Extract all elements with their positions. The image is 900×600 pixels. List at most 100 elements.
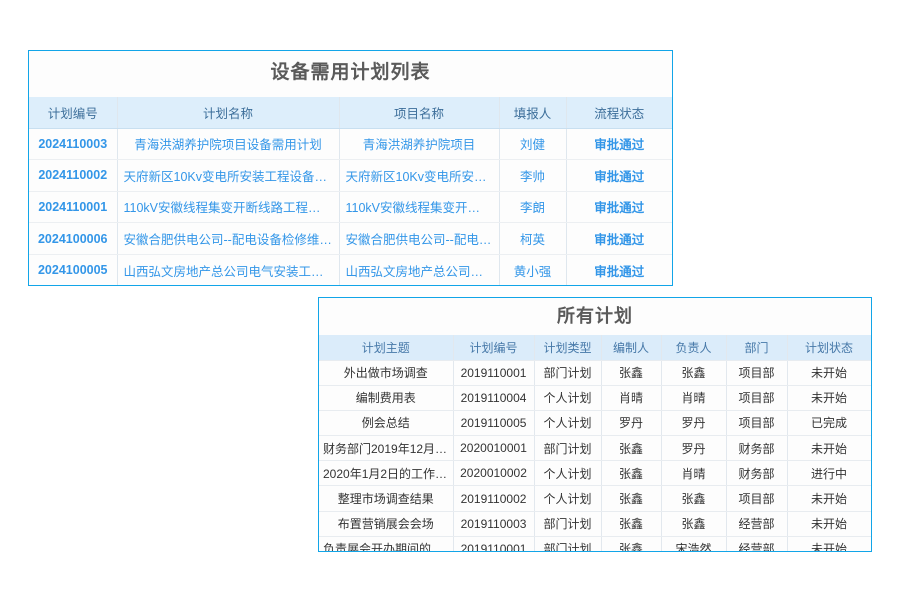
- cell-plan-subject[interactable]: 2020年1月2日的工作日...: [319, 460, 454, 487]
- cell-plan-code[interactable]: 2024100005: [29, 254, 118, 285]
- cell-plan-subject[interactable]: 财务部门2019年12月的...: [319, 435, 454, 462]
- cell-plan-status: 未开始: [787, 435, 871, 462]
- cell-department: 财务部: [726, 460, 788, 487]
- column-header-department[interactable]: 部门: [726, 335, 788, 361]
- cell-plan-code: 2020010001: [453, 435, 535, 462]
- column-header-plan-code[interactable]: 计划编号: [29, 97, 118, 129]
- cell-author: 张鑫: [601, 511, 662, 537]
- table-row[interactable]: 2024100005 山西弘文房地产总公司电气安装工程设备... 山西弘文房地产…: [29, 254, 672, 285]
- cell-reporter: 李朗: [499, 191, 567, 224]
- cell-plan-status: 未开始: [787, 511, 871, 537]
- column-header-owner[interactable]: 负责人: [661, 335, 727, 361]
- cell-plan-name[interactable]: 110kV安徽线程集变开断线路工程设备需...: [117, 191, 340, 224]
- cell-plan-type: 个人计划: [534, 460, 602, 487]
- cell-plan-status: 未开始: [787, 360, 871, 386]
- cell-plan-type: 个人计划: [534, 485, 602, 512]
- cell-project-name[interactable]: 天府新区10Kv变电所安装工程: [339, 159, 500, 192]
- cell-plan-name[interactable]: 安徽合肥供电公司--配电设备检修维护和...: [117, 222, 340, 255]
- table-row[interactable]: 财务部门2019年12月的... 2020010001 部门计划 张鑫 罗丹 财…: [319, 435, 871, 462]
- cell-plan-code: 2020010002: [453, 460, 535, 487]
- cell-plan-code: 2019110001: [453, 360, 535, 386]
- cell-author: 罗丹: [601, 410, 662, 437]
- cell-owner: 罗丹: [661, 410, 727, 437]
- cell-plan-code[interactable]: 2024100006: [29, 222, 118, 255]
- equipment-plan-list-panel: 设备需用计划列表 计划编号 计划名称 项目名称 填报人 流程状态 2024110…: [28, 50, 673, 286]
- table-row[interactable]: 2024110002 天府新区10Kv变电所安装工程设备需用... 天府新区10…: [29, 159, 672, 192]
- cell-plan-type: 部门计划: [534, 435, 602, 462]
- cell-plan-subject[interactable]: 编制费用表: [319, 385, 454, 411]
- column-header-plan-code[interactable]: 计划编号: [453, 335, 535, 361]
- cell-reporter: 李帅: [499, 159, 567, 192]
- cell-plan-type: 部门计划: [534, 511, 602, 537]
- cell-plan-subject[interactable]: 布置营销展会会场: [319, 511, 454, 537]
- column-header-project-name[interactable]: 项目名称: [339, 97, 500, 129]
- cell-author: 肖晴: [601, 385, 662, 411]
- cell-department: 项目部: [726, 385, 788, 411]
- table-row[interactable]: 2024110003 青海洪湖养护院项目设备需用计划 青海洪湖养护院项目 刘健 …: [29, 128, 672, 161]
- cell-owner: 宋浩然: [661, 536, 727, 551]
- cell-plan-type: 部门计划: [534, 536, 602, 551]
- cell-plan-name[interactable]: 天府新区10Kv变电所安装工程设备需用...: [117, 159, 340, 192]
- cell-owner: 张鑫: [661, 485, 727, 512]
- table-row[interactable]: 负责展会开办期间的大... 2019110001 部门计划 张鑫 宋浩然 经营部…: [319, 536, 871, 551]
- all-plans-panel: 所有计划 计划主题 计划编号 计划类型 编制人 负责人 部门 计划状态 外出: [318, 297, 872, 552]
- cell-owner: 肖晴: [661, 385, 727, 411]
- cell-plan-subject[interactable]: 例会总结: [319, 410, 454, 437]
- equipment-plan-table: 计划编号 计划名称 项目名称 填报人 流程状态 2024110003 青海洪湖养…: [29, 97, 672, 285]
- cell-author: 张鑫: [601, 485, 662, 512]
- cell-owner: 罗丹: [661, 435, 727, 462]
- cell-department: 财务部: [726, 435, 788, 462]
- cell-author: 张鑫: [601, 536, 662, 551]
- table-row[interactable]: 编制费用表 2019110004 个人计划 肖晴 肖晴 项目部 未开始: [319, 385, 871, 411]
- cell-author: 张鑫: [601, 435, 662, 462]
- cell-plan-code: 2019110005: [453, 410, 535, 437]
- table-row[interactable]: 2020年1月2日的工作日... 2020010002 个人计划 张鑫 肖晴 财…: [319, 460, 871, 487]
- table-header-row: 计划主题 计划编号 计划类型 编制人 负责人 部门 计划状态: [319, 335, 871, 361]
- cell-flow-status: 审批通过: [566, 222, 672, 255]
- cell-reporter: 柯英: [499, 222, 567, 255]
- cell-flow-status: 审批通过: [566, 128, 672, 161]
- cell-plan-code[interactable]: 2024110002: [29, 159, 118, 192]
- cell-department: 项目部: [726, 360, 788, 386]
- all-plans-table: 计划主题 计划编号 计划类型 编制人 负责人 部门 计划状态 外出做市场调查 2…: [319, 335, 871, 551]
- cell-plan-name[interactable]: 青海洪湖养护院项目设备需用计划: [117, 128, 340, 161]
- column-header-plan-type[interactable]: 计划类型: [534, 335, 602, 361]
- column-header-plan-subject[interactable]: 计划主题: [319, 335, 454, 361]
- cell-plan-subject[interactable]: 整理市场调查结果: [319, 485, 454, 512]
- cell-plan-status: 进行中: [787, 460, 871, 487]
- cell-project-name[interactable]: 安徽合肥供电公司--配电设备...: [339, 222, 500, 255]
- cell-plan-type: 个人计划: [534, 410, 602, 437]
- cell-department: 项目部: [726, 410, 788, 437]
- cell-flow-status: 审批通过: [566, 191, 672, 224]
- cell-plan-code[interactable]: 2024110001: [29, 191, 118, 224]
- table-row[interactable]: 2024110001 110kV安徽线程集变开断线路工程设备需... 110kV…: [29, 191, 672, 224]
- table-row[interactable]: 2024100006 安徽合肥供电公司--配电设备检修维护和... 安徽合肥供电…: [29, 222, 672, 255]
- column-header-author[interactable]: 编制人: [601, 335, 662, 361]
- table-row[interactable]: 布置营销展会会场 2019110003 部门计划 张鑫 张鑫 经营部 未开始: [319, 511, 871, 537]
- column-header-plan-name[interactable]: 计划名称: [117, 97, 340, 129]
- table-row[interactable]: 例会总结 2019110005 个人计划 罗丹 罗丹 项目部 已完成: [319, 410, 871, 437]
- cell-reporter: 黄小强: [499, 254, 567, 285]
- cell-plan-name[interactable]: 山西弘文房地产总公司电气安装工程设备...: [117, 254, 340, 285]
- cell-department: 经营部: [726, 536, 788, 551]
- cell-project-name[interactable]: 山西弘文房地产总公司电气安...: [339, 254, 500, 285]
- column-header-flow-status[interactable]: 流程状态: [566, 97, 672, 129]
- cell-plan-subject[interactable]: 负责展会开办期间的大...: [319, 536, 454, 551]
- table-row[interactable]: 整理市场调查结果 2019110002 个人计划 张鑫 张鑫 项目部 未开始: [319, 485, 871, 512]
- cell-project-name[interactable]: 青海洪湖养护院项目: [339, 128, 500, 161]
- cell-plan-code: 2019110002: [453, 485, 535, 512]
- cell-plan-subject[interactable]: 外出做市场调查: [319, 360, 454, 386]
- column-header-reporter[interactable]: 填报人: [499, 97, 567, 129]
- cell-plan-status: 未开始: [787, 385, 871, 411]
- cell-project-name[interactable]: 110kV安徽线程集变开断线路...: [339, 191, 500, 224]
- cell-reporter: 刘健: [499, 128, 567, 161]
- column-header-plan-status[interactable]: 计划状态: [787, 335, 871, 361]
- cell-plan-status: 未开始: [787, 536, 871, 551]
- cell-plan-code: 2019110004: [453, 385, 535, 411]
- cell-plan-type: 个人计划: [534, 385, 602, 411]
- cell-plan-code[interactable]: 2024110003: [29, 128, 118, 161]
- cell-department: 项目部: [726, 485, 788, 512]
- cell-flow-status: 审批通过: [566, 159, 672, 192]
- table-row[interactable]: 外出做市场调查 2019110001 部门计划 张鑫 张鑫 项目部 未开始: [319, 360, 871, 386]
- cell-owner: 张鑫: [661, 511, 727, 537]
